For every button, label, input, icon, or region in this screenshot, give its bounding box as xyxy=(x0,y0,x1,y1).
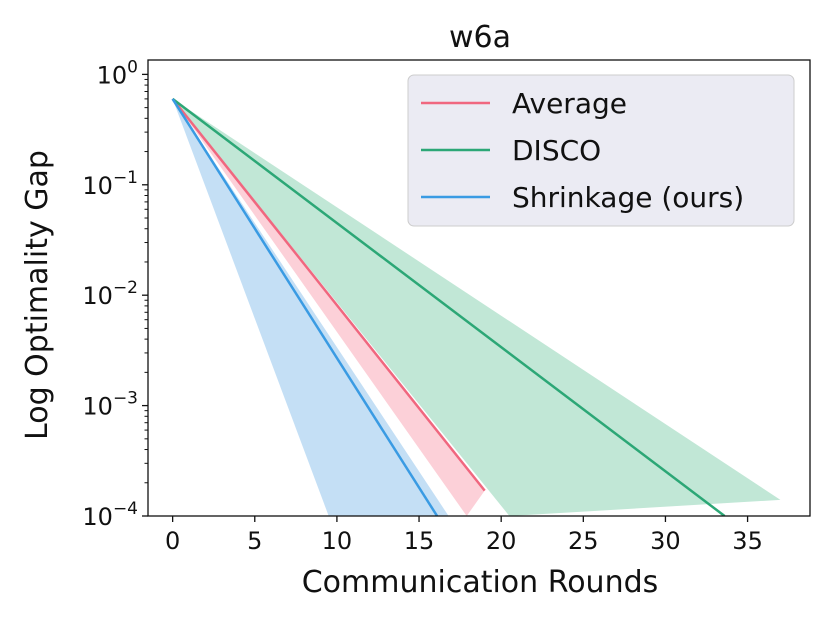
chart-title: w6a xyxy=(449,20,511,55)
legend: Average DISCO Shrinkage (ours) xyxy=(407,74,795,227)
legend-label-disco: DISCO xyxy=(512,134,601,167)
plot-area: 0 5 10 15 20 25 30 35 100 10−1 10−2 10−3 10−4 xyxy=(82,57,811,555)
data-layer xyxy=(171,97,781,516)
line-shrinkage-ours xyxy=(171,98,439,516)
x-tick-label: 0 xyxy=(165,527,180,555)
x-tick-label: 15 xyxy=(404,527,435,555)
y-tick-label: 10−4 xyxy=(82,499,138,531)
band-average xyxy=(172,98,485,516)
plot-frame xyxy=(147,59,811,517)
line-disco xyxy=(171,97,726,516)
x-tick-label: 5 xyxy=(247,527,262,555)
legend-label-shrinkage-ours: Shrinkage (ours) xyxy=(512,181,744,214)
line-average xyxy=(171,98,486,492)
y-tick-label: 100 xyxy=(97,57,138,89)
y-tick-label: 10−2 xyxy=(82,278,138,310)
band-disco xyxy=(172,98,781,516)
y-tick-label: 10−1 xyxy=(82,168,138,200)
y-axis-label: Log Optimality Gap xyxy=(20,150,55,440)
x-tick-label: 30 xyxy=(650,527,681,555)
legend-label-average: Average xyxy=(512,87,627,120)
band-shrinkage-ours xyxy=(172,98,449,516)
x-tick-label: 25 xyxy=(568,527,599,555)
x-tick-label: 20 xyxy=(486,527,517,555)
y-tick-label: 10−3 xyxy=(82,389,138,421)
x-tick-label: 35 xyxy=(732,527,763,555)
x-tick-label: 10 xyxy=(322,527,353,555)
x-axis-label: Communication Rounds xyxy=(302,565,659,600)
legend-box xyxy=(407,74,795,227)
